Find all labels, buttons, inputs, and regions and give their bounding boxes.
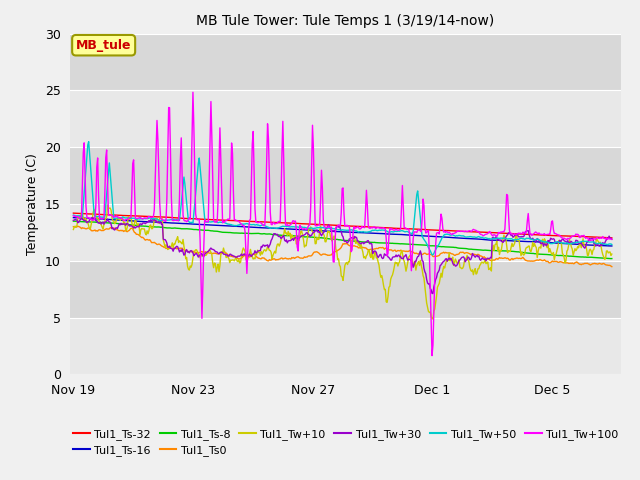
Tul1_Tw+30 (314, 229, 322, 235)
Tul1_Ts0 (70, 224, 77, 229)
Line: Tul1_Ts-16: Tul1_Ts-16 (74, 217, 612, 246)
Line: Tul1_Tw+10: Tul1_Tw+10 (74, 205, 612, 319)
Tul1_Ts-8 (313, 235, 321, 240)
Tul1_Tw+100 (165, 105, 173, 110)
Tul1_Ts-8 (608, 256, 616, 262)
Tul1_Tw+100 (209, 174, 216, 180)
Bar (70, 34, 621, 90)
Tul1_Tw+50 (608, 241, 616, 247)
Tul1_Tw+50 (314, 225, 322, 230)
Tul1_Ts-16 (313, 228, 321, 233)
Tul1_Tw+30 (477, 257, 484, 263)
Tul1_Ts-16 (475, 236, 483, 242)
Tul1_Tw+100 (388, 226, 396, 232)
Tul1_Ts-8 (208, 228, 216, 234)
Text: MB_tule: MB_tule (76, 39, 131, 52)
Line: Tul1_Tw+50: Tul1_Tw+50 (74, 142, 612, 255)
Bar (70, 261, 621, 318)
Tul1_Ts-32 (387, 225, 394, 231)
Line: Tul1_Ts-32: Tul1_Ts-32 (74, 213, 612, 238)
Tul1_Tw+30 (431, 281, 438, 287)
Tul1_Tw+30 (166, 243, 173, 249)
Line: Tul1_Tw+100: Tul1_Tw+100 (74, 92, 612, 356)
Tul1_Tw+30 (70, 217, 77, 223)
Tul1_Tw+10 (608, 251, 616, 257)
Line: Tul1_Tw+30: Tul1_Tw+30 (74, 217, 612, 293)
Tul1_Tw+100 (608, 237, 616, 242)
Tul1_Tw+30 (388, 257, 396, 263)
Tul1_Ts0 (476, 252, 484, 258)
Tul1_Tw+10 (431, 306, 438, 312)
Tul1_Tw+50 (70, 212, 77, 218)
Tul1_Tw+50 (431, 249, 438, 254)
Tul1_Ts0 (74, 223, 82, 229)
Tul1_Ts-32 (475, 229, 483, 235)
Tul1_Tw+50 (429, 252, 436, 258)
Bar (70, 318, 621, 374)
Tul1_Ts-8 (387, 240, 394, 246)
Tul1_Ts-32 (608, 235, 616, 241)
Y-axis label: Temperature (C): Temperature (C) (26, 153, 39, 255)
Tul1_Ts-16 (429, 234, 436, 240)
Tul1_Ts-16 (608, 243, 616, 249)
Tul1_Tw+30 (608, 236, 616, 242)
Tul1_Tw+50 (477, 235, 484, 240)
Tul1_Ts0 (430, 254, 438, 260)
Tul1_Ts-8 (165, 225, 173, 231)
Legend: Tul1_Ts-32, Tul1_Ts-16, Tul1_Ts-8, Tul1_Ts0, Tul1_Tw+10, Tul1_Tw+30, Tul1_Tw+50,: Tul1_Ts-32, Tul1_Ts-16, Tul1_Ts-8, Tul1_… (68, 424, 623, 460)
Tul1_Ts-8 (429, 243, 436, 249)
Tul1_Tw+50 (209, 219, 216, 225)
Tul1_Tw+100 (428, 353, 436, 359)
Tul1_Ts0 (314, 250, 322, 255)
Tul1_Tw+10 (429, 316, 436, 322)
Tul1_Tw+10 (209, 260, 216, 266)
Tul1_Ts-16 (208, 222, 216, 228)
Tul1_Tw+100 (189, 89, 196, 95)
Tul1_Tw+10 (166, 243, 173, 249)
Line: Tul1_Ts0: Tul1_Ts0 (74, 226, 612, 267)
Tul1_Ts-8 (475, 247, 483, 253)
Tul1_Tw+50 (85, 139, 93, 144)
Tul1_Ts-8 (70, 218, 77, 224)
Tul1_Tw+10 (104, 202, 111, 208)
Tul1_Tw+10 (477, 261, 484, 267)
Tul1_Ts-16 (70, 215, 77, 220)
Tul1_Tw+100 (431, 275, 438, 281)
Tul1_Tw+10 (70, 227, 77, 232)
Tul1_Ts0 (209, 251, 216, 256)
Tul1_Ts0 (608, 264, 616, 270)
Tul1_Tw+10 (388, 274, 396, 279)
Tul1_Ts-32 (313, 221, 321, 227)
Tul1_Ts0 (166, 245, 173, 251)
Tul1_Tw+100 (477, 232, 484, 238)
Tul1_Tw+30 (88, 215, 96, 220)
Tul1_Ts-32 (429, 227, 436, 233)
Tul1_Tw+50 (166, 217, 173, 223)
Line: Tul1_Ts-8: Tul1_Ts-8 (74, 221, 612, 259)
Tul1_Tw+50 (388, 228, 396, 234)
Bar (70, 147, 621, 204)
Bar (70, 90, 621, 147)
Tul1_Tw+30 (209, 246, 216, 252)
Bar (70, 204, 621, 261)
Tul1_Tw+100 (314, 223, 322, 228)
Tul1_Ts-32 (165, 215, 173, 220)
Tul1_Ts-8 (607, 256, 615, 262)
Tul1_Ts-16 (165, 220, 173, 226)
Tul1_Ts0 (388, 247, 396, 253)
Tul1_Ts-16 (387, 231, 394, 237)
Tul1_Ts-32 (208, 217, 216, 223)
Tul1_Ts-32 (70, 210, 77, 216)
Tul1_Tw+30 (429, 290, 436, 296)
Title: MB Tule Tower: Tule Temps 1 (3/19/14-now): MB Tule Tower: Tule Temps 1 (3/19/14-now… (196, 14, 495, 28)
Tul1_Tw+100 (70, 213, 77, 218)
Tul1_Tw+10 (314, 236, 322, 242)
